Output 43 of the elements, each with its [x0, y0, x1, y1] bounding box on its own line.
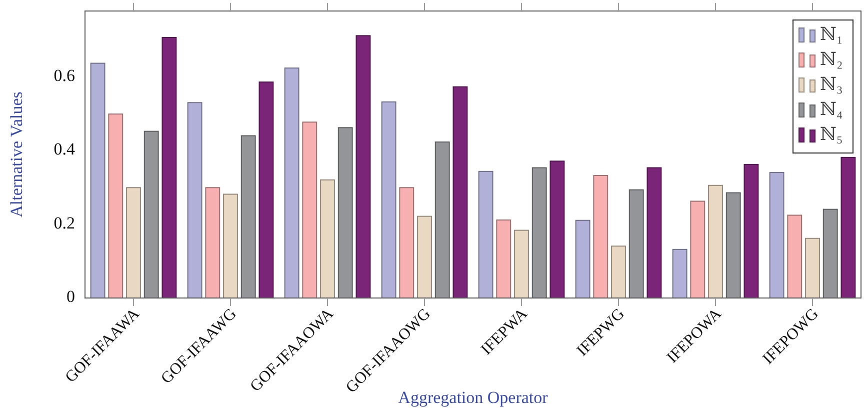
- y-tick-label: 0.6: [54, 66, 75, 86]
- bar: [646, 167, 662, 298]
- bar: [744, 164, 759, 298]
- bar: [611, 246, 626, 298]
- bar: [108, 114, 124, 298]
- bar: [381, 101, 396, 298]
- bar: [496, 219, 512, 298]
- bar: [162, 36, 177, 298]
- bar: [90, 62, 106, 298]
- legend-label: ℕ₃: [820, 74, 843, 94]
- y-tick-label: 0: [66, 286, 75, 306]
- legend-label: ℕ₁: [820, 24, 843, 44]
- y-tick-label: 0.2: [54, 213, 75, 232]
- bar: [399, 187, 414, 298]
- bar: [514, 230, 529, 298]
- bar: [575, 220, 590, 298]
- bar: [284, 68, 300, 298]
- bar: [205, 187, 220, 298]
- legend-label: ℕ₂: [820, 49, 843, 69]
- legend-label: ℕ₄: [820, 99, 843, 119]
- bar: [258, 82, 274, 298]
- bar: [452, 86, 468, 298]
- bar: [320, 179, 335, 298]
- bar: [690, 200, 706, 298]
- bar: [417, 216, 432, 298]
- bar: [769, 172, 784, 298]
- bar: [356, 35, 371, 298]
- bar: [787, 214, 802, 298]
- x-axis-title: Aggregation Operator: [398, 388, 548, 407]
- bar: [840, 156, 856, 298]
- bar: [478, 170, 494, 298]
- bar: [550, 160, 565, 298]
- legend-label: ℕ₅: [820, 124, 843, 144]
- bar: [223, 194, 238, 298]
- y-axis-title: Alternative Values: [7, 92, 26, 218]
- bar: [593, 174, 608, 298]
- bar: [805, 238, 820, 298]
- bar: [126, 187, 141, 298]
- bar: [302, 122, 318, 298]
- y-tick-label: 0.4: [54, 140, 76, 159]
- bar: [187, 102, 202, 298]
- bar: [708, 184, 723, 298]
- bar: [672, 248, 688, 298]
